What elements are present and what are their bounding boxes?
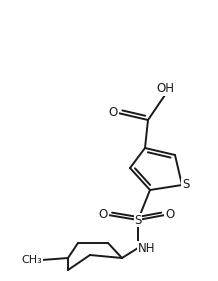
Text: OH: OH bbox=[156, 82, 174, 95]
Text: S: S bbox=[182, 178, 189, 191]
Text: O: O bbox=[109, 106, 118, 119]
Text: NH: NH bbox=[138, 241, 155, 255]
Text: O: O bbox=[165, 209, 174, 221]
Text: O: O bbox=[99, 209, 108, 221]
Text: CH₃: CH₃ bbox=[21, 255, 42, 265]
Text: S: S bbox=[134, 214, 142, 226]
